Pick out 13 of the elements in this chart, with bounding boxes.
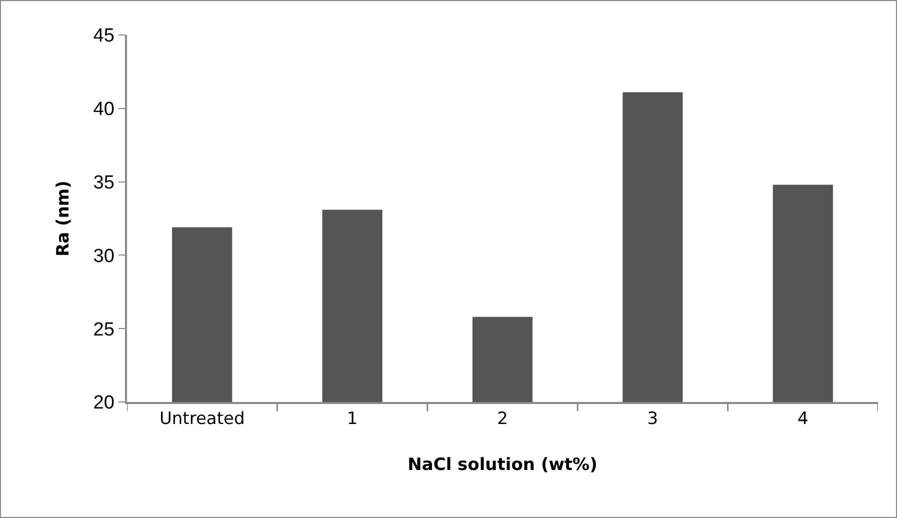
y-tick-label: 45 — [93, 26, 114, 47]
y-tick-label: 40 — [93, 99, 114, 120]
x-tick-label: 2 — [497, 409, 508, 430]
x-tick-label: 4 — [797, 409, 808, 430]
x-tick-label: 1 — [346, 409, 358, 430]
y-axis-title: Ra (nm) — [53, 180, 74, 256]
x-axis-title: NaCl solution (wt%) — [408, 455, 598, 476]
x-tick-label: Untreated — [159, 409, 245, 430]
y-tick-label: 35 — [93, 172, 114, 194]
x-tick-label: 3 — [647, 409, 658, 430]
y-tick-label: 25 — [93, 319, 114, 340]
y-tick-label: 20 — [93, 392, 114, 414]
y-tick-label: 30 — [93, 246, 114, 267]
